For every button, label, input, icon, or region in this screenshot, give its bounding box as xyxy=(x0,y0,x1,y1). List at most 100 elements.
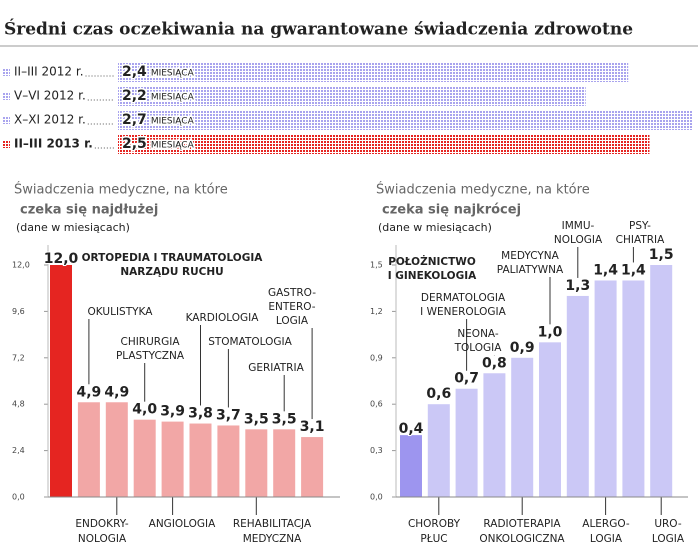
value-label: 4,9 xyxy=(104,384,129,400)
category-label: GERIATRIA xyxy=(248,362,304,374)
bar xyxy=(400,435,422,497)
bar xyxy=(622,280,645,497)
category-label: ENTERO- xyxy=(268,301,315,313)
bar xyxy=(118,86,586,106)
category-label: NEONA- xyxy=(457,328,499,340)
row-label: X–XI 2012 r. xyxy=(14,113,86,127)
category-label: REHABILITACJA xyxy=(233,518,312,530)
row-marker xyxy=(2,92,10,100)
value-label: 3,5 xyxy=(272,411,297,427)
category-label: GASTRO- xyxy=(268,287,316,299)
category-label: ENDOKRY- xyxy=(75,518,129,530)
category-label: LOGIA xyxy=(590,533,623,545)
category-label: POŁOŻNICTWO xyxy=(388,254,476,268)
bar xyxy=(77,402,100,497)
value-label: 2,2 xyxy=(122,88,147,104)
y-tick-label: 0,3 xyxy=(370,446,383,455)
bar xyxy=(301,437,324,497)
category-label: I WENEROLOGIA xyxy=(420,306,506,318)
category-label: ANGIOLOGIA xyxy=(149,518,217,530)
category-label: OKULISTYKA xyxy=(88,306,154,318)
category-label: MEDYCYNA xyxy=(501,250,559,262)
category-label: ALERGO- xyxy=(582,518,630,530)
value-label: 3,9 xyxy=(160,404,185,420)
y-tick-label: 0,6 xyxy=(370,400,383,409)
bar xyxy=(133,419,156,497)
unit-label: MIESIĄCA xyxy=(151,69,195,79)
category-label: NARZĄDU RUCHU xyxy=(120,266,223,278)
bar xyxy=(217,425,240,497)
bar xyxy=(483,373,506,497)
unit-label: MIESIĄCA xyxy=(151,93,195,103)
value-label: 3,8 xyxy=(188,406,213,422)
row-marker xyxy=(2,116,10,124)
value-label: 0,7 xyxy=(454,371,479,387)
category-label: IMMU- xyxy=(562,220,595,232)
value-label: 1,3 xyxy=(565,278,590,294)
section-title: Świadczenia medyczne, na które xyxy=(14,182,228,198)
section-emphasis: czeka się najdłużej xyxy=(20,203,158,218)
category-label: ORTOPEDIA I TRAUMATOLOGIA xyxy=(82,252,264,264)
category-label: CHIATRIA xyxy=(616,234,665,246)
bar xyxy=(650,265,673,497)
y-tick-label: 2,4 xyxy=(12,446,25,455)
category-label: CHIRURGIA xyxy=(120,336,180,348)
y-tick-label: 7,2 xyxy=(12,353,25,362)
bar xyxy=(105,402,128,497)
value-label: 0,4 xyxy=(399,421,424,437)
value-label: 3,1 xyxy=(300,419,325,435)
bar xyxy=(273,429,296,497)
category-label: I GINEKOLOGIA xyxy=(388,270,477,282)
bar xyxy=(189,423,212,497)
y-tick-label: 0,0 xyxy=(12,493,25,502)
category-label: LOGIA xyxy=(652,533,685,545)
bar xyxy=(245,429,268,497)
value-label: 1,4 xyxy=(593,262,618,278)
unit-label: MIESIĄCA xyxy=(151,117,195,127)
y-tick-label: 0,9 xyxy=(370,353,383,362)
value-label: 3,5 xyxy=(244,411,269,427)
row-label: II–III 2012 r. xyxy=(14,65,84,79)
category-label: PLASTYCZNA xyxy=(116,350,185,362)
category-label: PSY- xyxy=(629,220,651,232)
category-label: CHOROBY xyxy=(408,518,461,530)
y-tick-label: 1,2 xyxy=(370,307,383,316)
unit-label: MIESIĄCA xyxy=(151,141,195,151)
category-label: URO- xyxy=(654,518,682,530)
category-label: STOMATOLOGIA xyxy=(208,336,292,348)
row-label: V–VI 2012 r. xyxy=(14,89,86,103)
row-label: II–III 2013 r. xyxy=(14,137,93,151)
value-label: 2,5 xyxy=(122,136,147,152)
value-label: 1,4 xyxy=(621,262,646,278)
value-label: 2,7 xyxy=(122,112,147,128)
category-label: PALIATYWNA xyxy=(497,264,564,276)
category-label: PŁUC xyxy=(420,533,447,545)
bar xyxy=(118,134,650,154)
value-label: 1,5 xyxy=(649,247,674,263)
section-subtitle: (dane w miesiącach) xyxy=(16,221,130,234)
value-label: 0,9 xyxy=(510,340,535,356)
section-emphasis: czeka się najkrócej xyxy=(382,203,521,218)
category-label: KARDIOLOGIA xyxy=(186,312,260,324)
category-label: LOGIA xyxy=(276,315,309,327)
row-marker xyxy=(2,68,10,76)
bar xyxy=(455,388,478,497)
category-label: ONKOLOGICZNA xyxy=(479,533,565,545)
section-title: Świadczenia medyczne, na które xyxy=(376,182,590,198)
bar xyxy=(594,280,617,497)
bar xyxy=(50,265,72,497)
category-label: RADIOTERAPIA xyxy=(483,518,561,530)
category-label: MEDYCZNA xyxy=(243,533,302,545)
category-label: NOLOGIA xyxy=(78,533,127,545)
bar xyxy=(118,110,692,130)
category-label: TOLOGIA xyxy=(454,342,503,354)
value-label: 0,6 xyxy=(426,386,451,402)
y-tick-label: 0,0 xyxy=(370,493,383,502)
bar xyxy=(118,62,629,82)
chart-title: Średni czas oczekiwania na gwarantowane … xyxy=(4,19,633,40)
y-tick-label: 1,5 xyxy=(370,261,383,270)
section-subtitle: (dane w miesiącach) xyxy=(378,221,492,234)
value-label: 1,0 xyxy=(538,324,563,340)
value-label: 0,8 xyxy=(482,355,507,371)
y-tick-label: 12,0 xyxy=(12,261,30,270)
